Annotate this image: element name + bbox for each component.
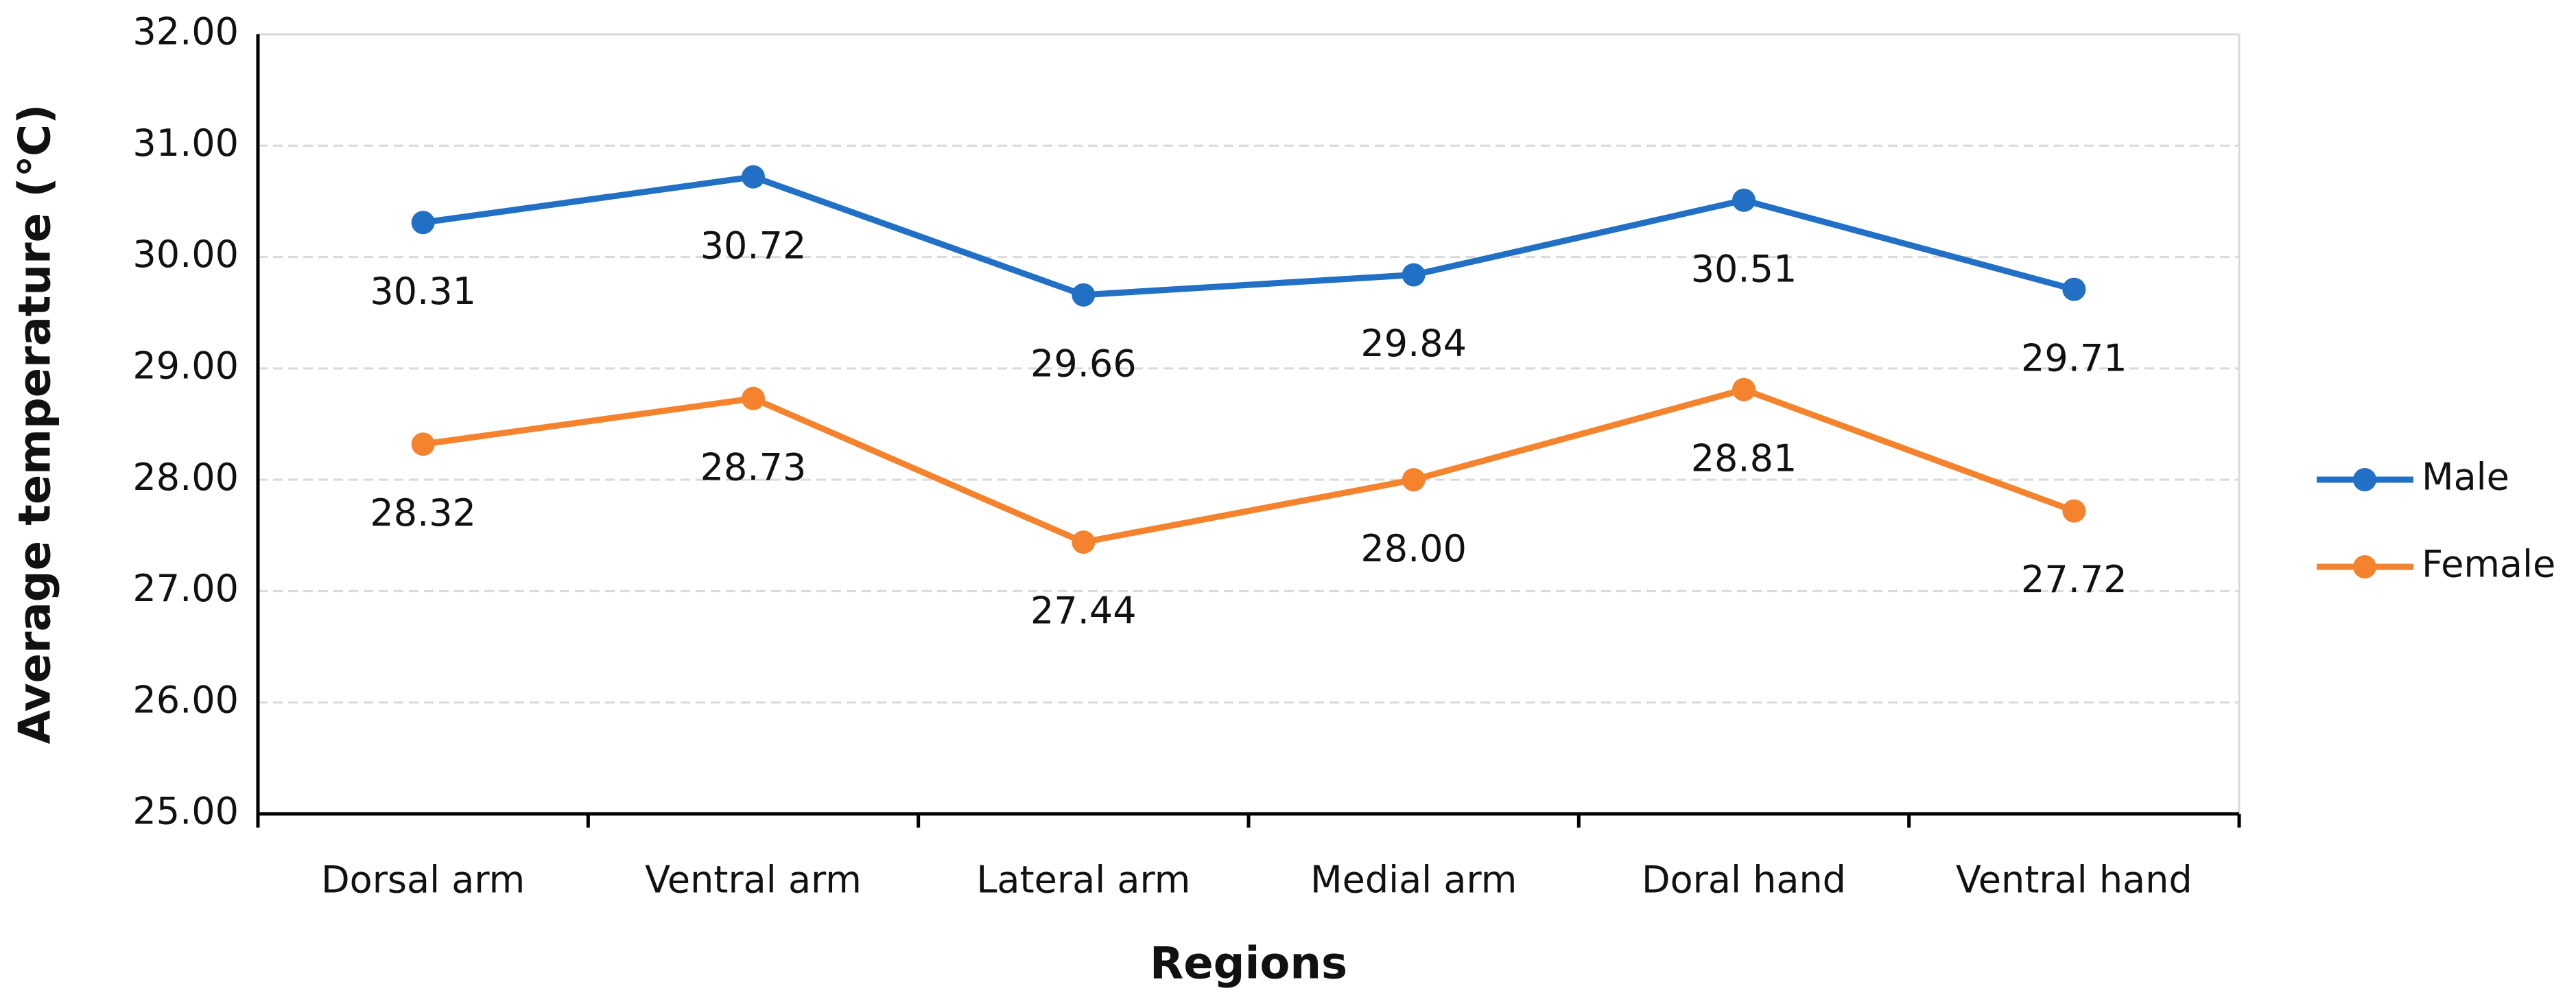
data-label: 28.00	[1360, 527, 1467, 570]
data-label: 28.32	[370, 491, 476, 535]
data-label: 27.72	[2021, 558, 2127, 601]
data-point	[1402, 263, 1426, 287]
y-tick-label: 31.00	[132, 121, 239, 165]
data-label: 29.66	[1030, 342, 1137, 385]
data-point	[2062, 277, 2086, 301]
data-label: 30.31	[370, 270, 476, 313]
data-label: 28.73	[700, 445, 807, 489]
x-tick-label: Dorsal arm	[321, 858, 525, 902]
legend-marker	[2353, 468, 2376, 491]
x-tick-label: Lateral arm	[976, 858, 1190, 902]
series-line	[423, 386, 2075, 546]
y-tick-label: 25.00	[132, 790, 239, 833]
data-point	[1072, 530, 1096, 554]
x-tick-label: Ventral arm	[645, 858, 862, 902]
x-axis-title: Regions	[1150, 939, 1347, 990]
legend-marker	[2353, 555, 2376, 578]
y-axis-title: Average temperature (℃)	[10, 104, 61, 745]
y-tick-label: 27.00	[132, 567, 239, 610]
data-point	[411, 211, 435, 235]
data-point	[2062, 499, 2086, 523]
data-label: 27.44	[1030, 589, 1137, 633]
y-tick-label: 26.00	[132, 678, 239, 721]
data-label: 29.71	[2021, 336, 2127, 379]
data-point	[1402, 468, 1426, 492]
x-tick-label: Doral hand	[1642, 858, 1846, 902]
data-label: 28.81	[1691, 436, 1797, 480]
data-label: 30.72	[700, 224, 807, 267]
series-line	[423, 174, 2075, 299]
legend-label: Female	[2422, 543, 2555, 586]
y-tick-label: 28.00	[132, 456, 239, 499]
legend-label: Male	[2422, 456, 2509, 499]
data-point	[1072, 283, 1096, 307]
data-point	[1732, 377, 1756, 401]
data-point	[742, 165, 765, 189]
data-point	[1732, 188, 1756, 212]
y-tick-label: 30.00	[132, 233, 239, 276]
data-point	[411, 432, 435, 456]
data-label: 30.51	[1691, 247, 1797, 290]
data-point	[742, 386, 765, 410]
x-tick-label: Medial arm	[1310, 858, 1517, 902]
y-tick-label: 29.00	[132, 344, 239, 387]
x-tick-label: Ventral hand	[1956, 858, 2193, 902]
y-tick-label: 32.00	[132, 10, 239, 54]
data-label: 29.84	[1360, 322, 1467, 365]
